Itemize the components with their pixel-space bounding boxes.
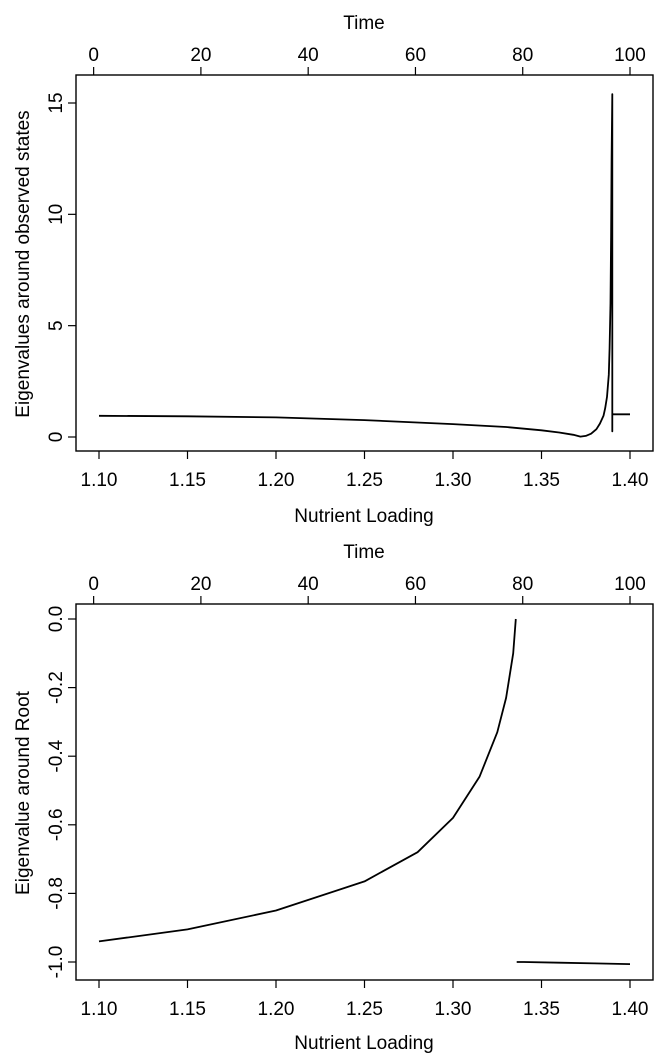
chart-2-plot-frame [75, 603, 654, 981]
chart-1-top-tick-label: 60 [405, 45, 426, 66]
chart-1-x-tick-label: 1.30 [435, 470, 472, 491]
chart-2-x-tick-label: 1.35 [523, 999, 560, 1020]
chart-2-top-tick-label: 60 [405, 574, 426, 595]
chart-2-top-axis-label: Time [343, 542, 385, 563]
chart-2-top-tick-label: 40 [298, 574, 319, 595]
chart-2-y-tick-label: -1.0 [46, 946, 67, 979]
chart-1-y-tick-label: 0 [46, 432, 67, 443]
chart-1-plot-frame [75, 74, 654, 452]
chart-1-top-tick-label: 20 [190, 45, 211, 66]
chart-2-top-tick-label: 20 [190, 574, 211, 595]
chart-2-top-tick-label: 80 [512, 574, 533, 595]
chart-2-series-line-1 [98, 618, 517, 943]
chart-2-x-tick-label: 1.15 [169, 999, 206, 1020]
chart-2-y-axis-label: Eigenvalue around Root [13, 690, 34, 895]
chart-1-top-tick-label: 0 [88, 45, 99, 66]
chart-1-top-tick-label: 100 [614, 45, 646, 66]
chart-1-y-tick-label: 10 [46, 204, 67, 225]
chart-2-x-tick-label: 1.30 [435, 999, 472, 1020]
chart-2-x-tick-label: 1.25 [346, 999, 383, 1020]
chart-2-x-tick-label: 1.20 [258, 999, 295, 1020]
chart-panel-eigenvalue-root: Time Nutrient Loading Eigenvalue around … [13, 542, 654, 1054]
chart-panel-eigenvalues-observed-states: Time Nutrient Loading Eigenvalues around… [13, 13, 654, 527]
chart-1-x-axis-label: Nutrient Loading [294, 506, 433, 527]
chart-1-y-axis-label: Eigenvalues around observed states [13, 110, 34, 417]
chart-2-x-tick-label: 1.40 [612, 999, 649, 1020]
chart-1-y-tick-label: 15 [46, 92, 67, 113]
chart-1-x-tick-label: 1.40 [612, 470, 649, 491]
chart-1-x-tick-label: 1.35 [523, 470, 560, 491]
chart-1-top-tick-label: 80 [512, 45, 533, 66]
chart-1-x-tick-label: 1.25 [346, 470, 383, 491]
chart-2-top-tick-label: 0 [88, 574, 99, 595]
chart-1-y-tick-label: 5 [46, 320, 67, 331]
chart-2-series-line-2 [516, 961, 631, 965]
chart-2-y-tick-label: -0.8 [46, 877, 67, 910]
chart-2-y-tick-label: -0.6 [46, 808, 67, 841]
chart-2-y-tick-label: -0.2 [46, 671, 67, 704]
chart-1-series-line-1 [98, 93, 630, 438]
chart-1-top-axis-label: Time [343, 13, 385, 34]
chart-2-y-tick-label: -0.4 [46, 739, 67, 772]
chart-2-top-tick-label: 100 [614, 574, 646, 595]
chart-1-x-tick-label: 1.10 [81, 470, 118, 491]
chart-1-top-tick-label: 40 [298, 45, 319, 66]
chart-1-x-tick-label: 1.20 [258, 470, 295, 491]
chart-2-x-tick-label: 1.10 [81, 999, 118, 1020]
chart-2-y-tick-label: 0.0 [46, 606, 67, 632]
chart-1-x-tick-label: 1.15 [169, 470, 206, 491]
chart-2-x-axis-label: Nutrient Loading [294, 1033, 433, 1054]
